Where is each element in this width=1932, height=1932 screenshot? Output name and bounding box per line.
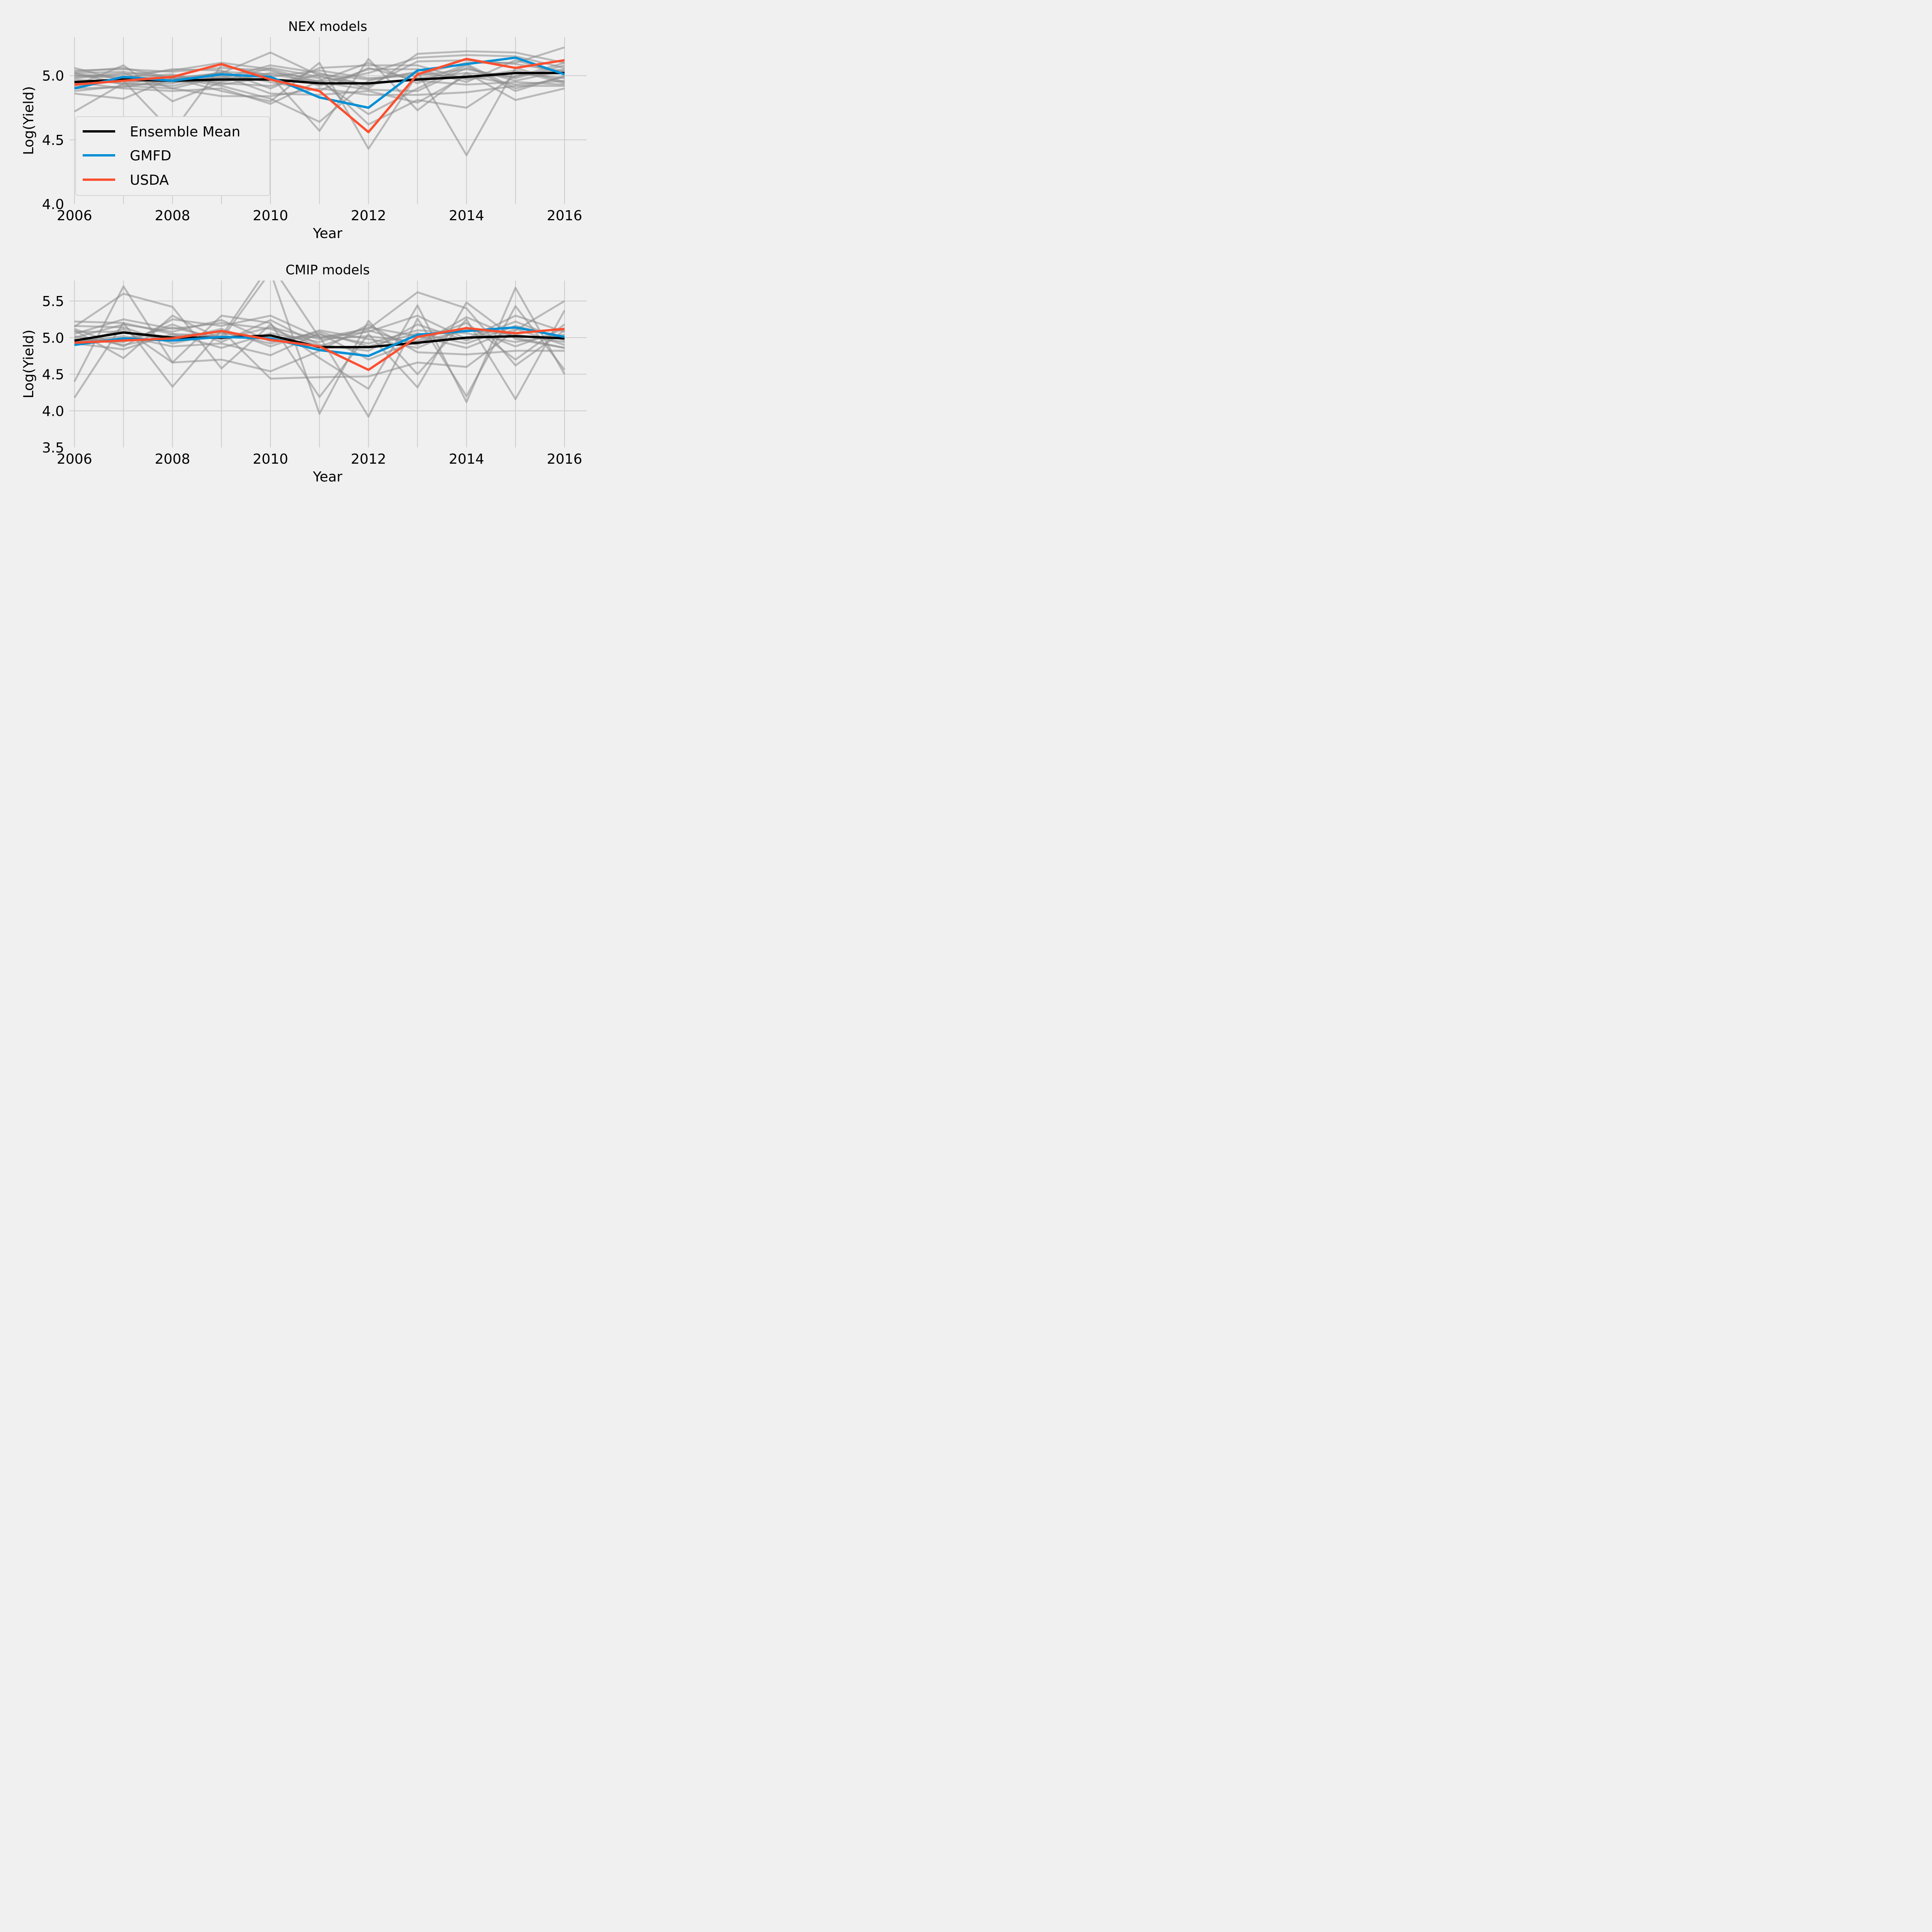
y-tick-label: 5.5 [42, 294, 64, 310]
model-line [74, 64, 565, 90]
model-line [74, 300, 565, 388]
model-line [74, 62, 565, 86]
y-tick-label: 4.5 [42, 133, 64, 148]
y-tick-label: 4.0 [42, 403, 64, 419]
legend-label-usda: USDA [130, 172, 169, 188]
x-tick-label: 2014 [449, 208, 484, 224]
x-tick-label: 2012 [351, 208, 386, 224]
model-line [74, 75, 565, 104]
y-tick-label: 4.5 [42, 367, 64, 383]
cmip-models-panel: 2006 2008 2010 2012 2014 20163.54.04.55.05.5 … [21, 262, 587, 485]
model-line [74, 67, 565, 92]
x-tick-label: 2016 [547, 451, 582, 467]
x-axis-label: Year [313, 469, 342, 485]
tick-labels: 2006 2008 2010 2012 2014 2016 3.5 4.0 4.5 5.0 5.5 [42, 294, 582, 467]
y-axis-label: Log(Yield) [21, 86, 37, 155]
x-tick-label: 2006 [57, 208, 92, 224]
chart-figure: 2006 2008 2010 2012 2014 2016 4.0 4.5 5.0 NEX mo… [0, 0, 606, 505]
y-tick-label: 4.0 [42, 197, 64, 213]
x-tick-label: 2016 [547, 208, 582, 224]
y-tick-label: 5.0 [42, 68, 64, 84]
y-tick-label: 5.0 [42, 330, 64, 346]
model-lines [74, 46, 565, 156]
reference-lines [74, 56, 565, 133]
legend-box [75, 116, 270, 196]
panel-title: CMIP models [286, 262, 370, 278]
tick-labels: 2006 2008 2010 2012 2014 2016 4.0 4.5 5.0 [42, 68, 582, 224]
model-line [74, 287, 566, 403]
nex-models-panel: 2006 2008 2010 2012 2014 2016 4.0 4.5 5.0 NEX mo… [21, 19, 587, 242]
x-axis-label: Year [313, 226, 342, 242]
legend-label-gmfd: GMFD [130, 148, 171, 164]
series-line-usda [74, 58, 565, 133]
model-line [74, 58, 565, 133]
x-tick-label: 2008 [155, 451, 190, 467]
y-tick-label: 3.5 [42, 440, 64, 456]
y-axis-label: Log(Yield) [21, 330, 37, 398]
panel-title: NEX models [288, 19, 367, 34]
legend: Ensemble Mean GMFD USDA [75, 116, 270, 196]
model-line [74, 326, 565, 343]
model-line [74, 85, 565, 97]
series-line-usda [74, 327, 565, 371]
x-tick-label: 2010 [253, 208, 288, 224]
x-tick-label: 2010 [253, 451, 288, 467]
x-tick-label: 2008 [155, 208, 190, 224]
x-tick-label: 2006 [57, 451, 92, 467]
legend-label-ensemble-mean: Ensemble Mean [130, 124, 240, 140]
x-tick-label: 2014 [449, 451, 484, 467]
x-tick-label: 2012 [351, 451, 386, 467]
reference-lines [74, 326, 565, 371]
